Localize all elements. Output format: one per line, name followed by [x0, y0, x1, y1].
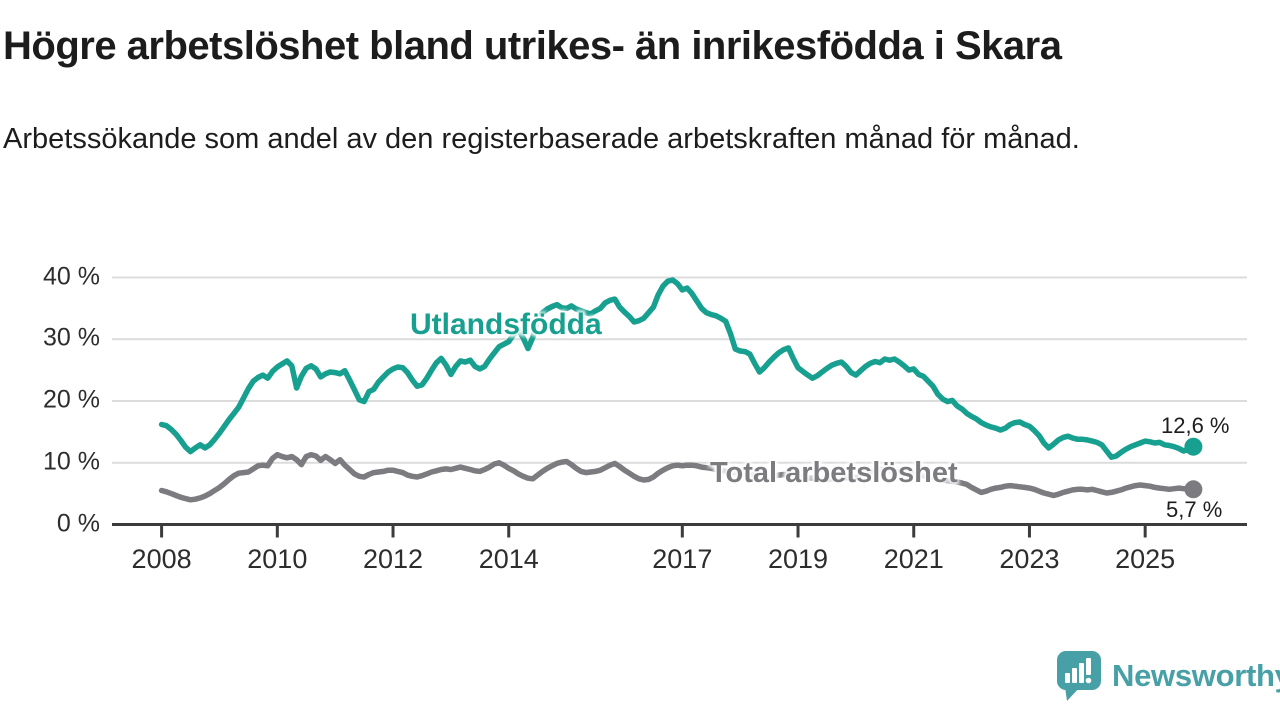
newsworthy-logo-text: Newsworthy [1112, 658, 1280, 693]
series-line-utlandsfodda [158, 277, 1197, 460]
series-label-total-arbetsloshet: Total arbetslöshet [710, 457, 958, 489]
y-axis-tick-label: 40 % [43, 261, 100, 290]
newsworthy-logo-icon [1057, 651, 1101, 701]
newsworthy-logo: Newsworthy [1056, 650, 1280, 702]
x-axis-tick-label: 2017 [652, 544, 713, 574]
x-axis-tick-label: 2012 [362, 544, 424, 574]
page-title: Högre arbetslöshet bland utrikes- än inr… [3, 24, 1062, 68]
series-end-dot-total [1184, 480, 1203, 499]
series-end-dot-utlandsfodda [1184, 437, 1203, 456]
y-axis-tick-label: 10 % [43, 447, 100, 476]
y-axis-tick-label: 0 % [56, 508, 100, 537]
y-axis-tick-label: 30 % [43, 323, 100, 352]
x-axis-tick-label: 2010 [247, 544, 308, 574]
x-axis-tick-label: 2021 [883, 544, 944, 574]
x-axis-tick-label: 2023 [999, 544, 1060, 574]
x-axis-tick-label: 2025 [1115, 544, 1176, 574]
series-line-total [158, 451, 1197, 503]
chart-subtitle: Arbetssökande som andel av den registerb… [3, 123, 1080, 155]
series-label-utlandsfodda: Utlandsfödda [410, 308, 602, 341]
x-axis-tick-label: 2008 [131, 544, 192, 574]
x-axis-tick-label: 2014 [478, 544, 539, 574]
y-axis-tick-label: 20 % [43, 385, 100, 414]
end-value-label-utlandsfodda: 12,6 % [1161, 413, 1230, 438]
x-axis-tick-label: 2019 [767, 544, 829, 574]
end-value-label-total: 5,7 % [1166, 497, 1223, 522]
